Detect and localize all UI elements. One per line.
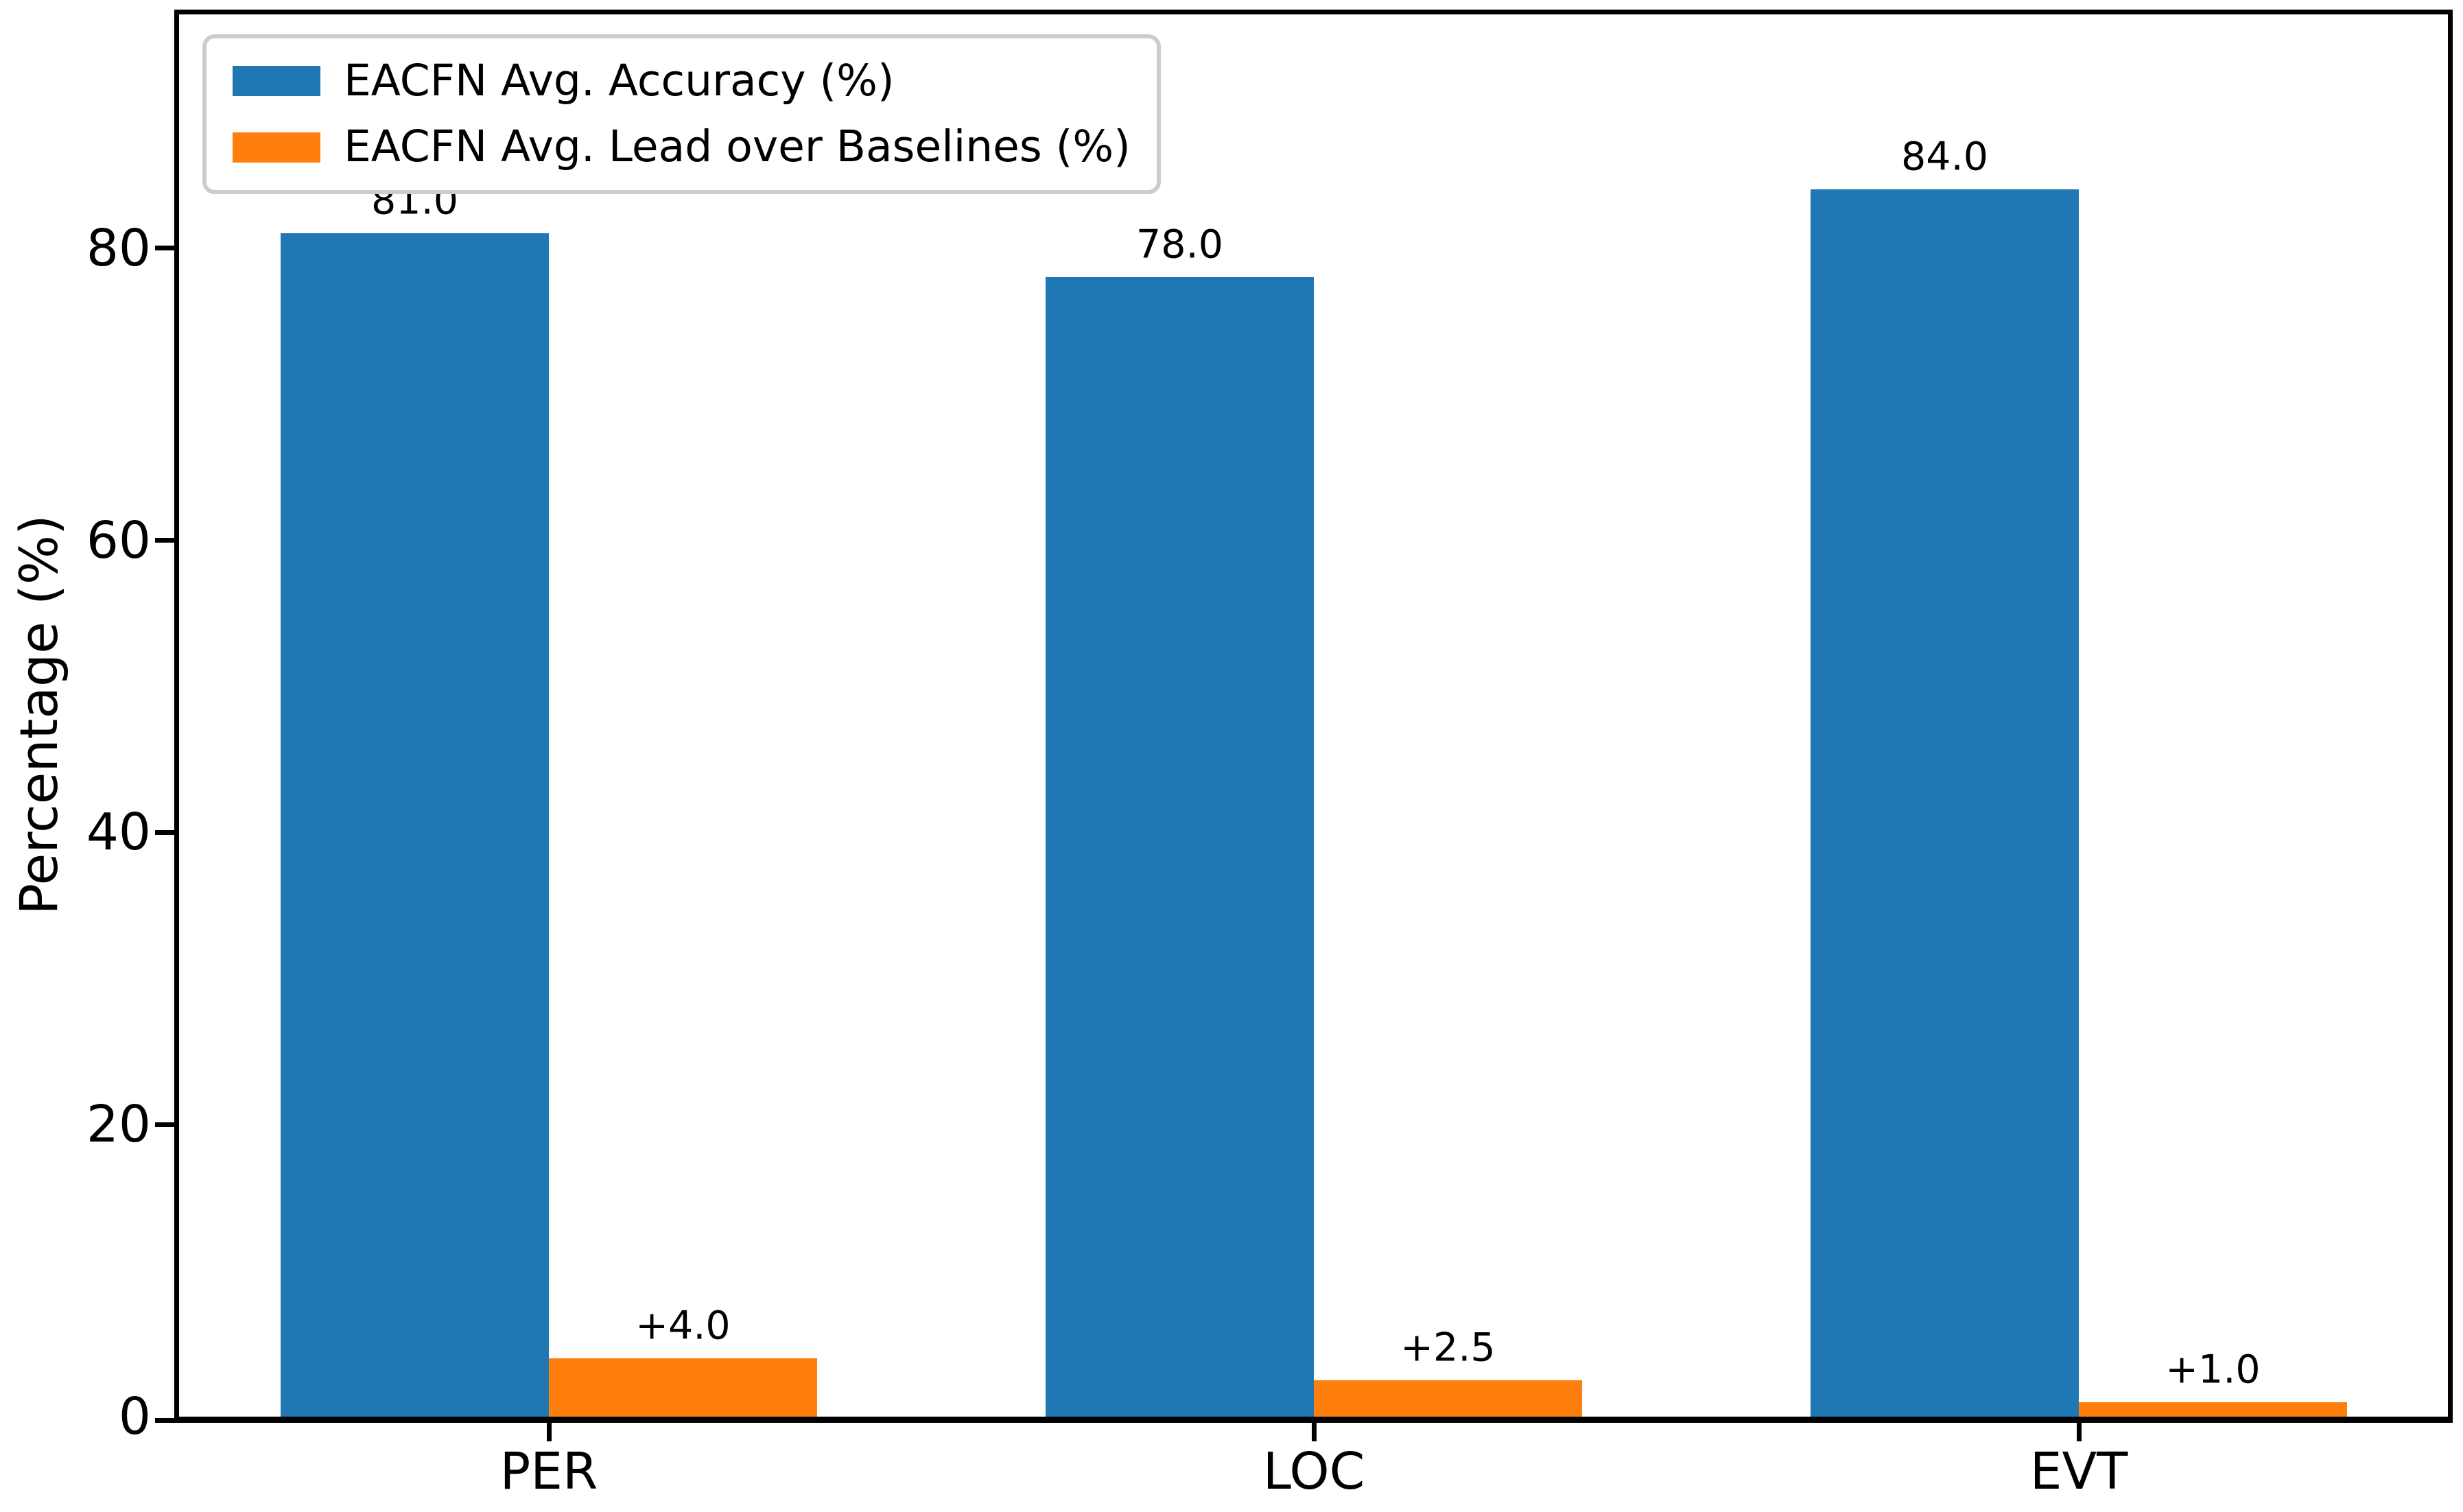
x-tick-label-loc: LOC [1262, 1442, 1365, 1501]
bar-accuracy-evt [1811, 189, 2079, 1417]
bar-lead-per [549, 1358, 817, 1417]
x-tick-mark [546, 1422, 552, 1441]
y-axis-title: Percentage (%) [8, 515, 69, 915]
legend-label-accuracy: EACFN Avg. Accuracy (%) [344, 56, 895, 106]
bar-accuracy-per [281, 233, 549, 1417]
y-tick-mark [155, 1122, 174, 1127]
bar-lead-evt [2079, 1402, 2347, 1417]
y-tick-label: 40 [86, 803, 151, 862]
y-tick-label: 60 [86, 510, 151, 570]
legend-swatch-accuracy [233, 66, 320, 97]
y-tick-mark [155, 246, 174, 251]
legend-swatch-lead [233, 132, 320, 163]
bar-lead-loc [1314, 1380, 1582, 1417]
bar-accuracy-loc [1046, 277, 1314, 1417]
legend: EACFN Avg. Accuracy (%) EACFN Avg. Lead o… [202, 34, 1161, 194]
bar-value-label-lead-per: +4.0 [635, 1303, 731, 1349]
plot-area [174, 10, 2453, 1423]
y-tick-mark [155, 538, 174, 543]
y-tick-label: 20 [86, 1095, 151, 1155]
y-tick-label: 80 [86, 218, 151, 278]
bar-value-label-accuracy-evt: 84.0 [1901, 134, 1988, 180]
x-tick-label-evt: EVT [2029, 1442, 2128, 1501]
bar-value-label-lead-loc: +2.5 [1400, 1325, 1496, 1371]
legend-label-lead: EACFN Avg. Lead over Baselines (%) [344, 121, 1131, 172]
x-tick-mark [2076, 1422, 2082, 1441]
y-tick-label: 0 [118, 1387, 151, 1446]
legend-item-lead: EACFN Avg. Lead over Baselines (%) [233, 121, 1131, 172]
bar-value-label-lead-evt: +1.0 [2165, 1347, 2261, 1393]
y-tick-mark [155, 829, 174, 835]
x-tick-label-per: PER [499, 1442, 598, 1501]
legend-item-accuracy: EACFN Avg. Accuracy (%) [233, 56, 1131, 106]
y-tick-mark [155, 1417, 174, 1423]
x-tick-mark [1311, 1422, 1317, 1441]
bar-value-label-accuracy-loc: 78.0 [1136, 222, 1223, 268]
